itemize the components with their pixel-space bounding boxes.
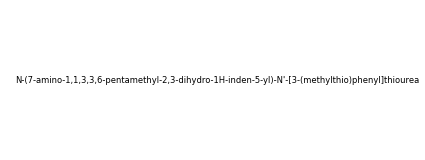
Text: N-(7-amino-1,1,3,3,6-pentamethyl-2,3-dihydro-1H-inden-5-yl)-N'-[3-(methylthio)ph: N-(7-amino-1,1,3,3,6-pentamethyl-2,3-dih… <box>15 76 419 85</box>
